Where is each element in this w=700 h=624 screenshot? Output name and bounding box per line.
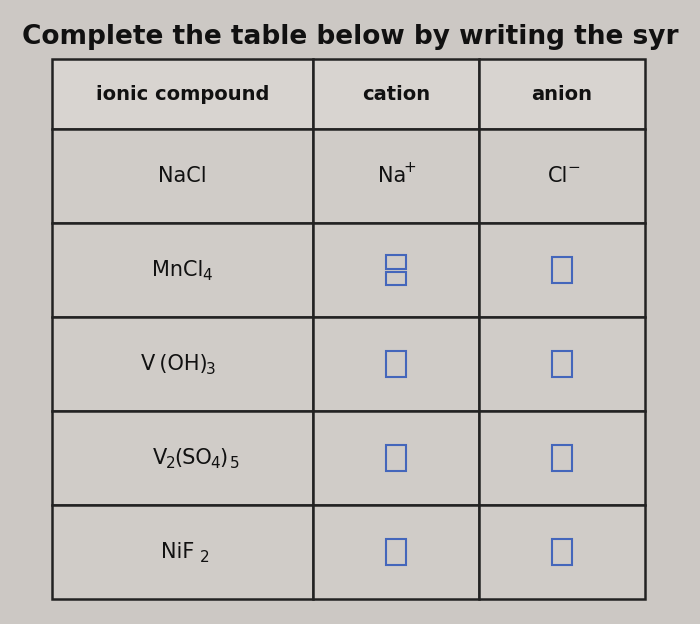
Bar	[313, 411, 479, 505]
Bar	[552, 445, 572, 471]
Bar	[386, 255, 406, 268]
Text: 4: 4	[211, 457, 220, 472]
Bar	[52, 59, 313, 129]
Bar	[552, 539, 572, 565]
Text: NaCl: NaCl	[158, 166, 206, 186]
Text: cation: cation	[362, 84, 430, 104]
Bar	[313, 223, 479, 317]
Bar	[479, 129, 645, 223]
Text: V: V	[153, 448, 167, 468]
Text: 2: 2	[199, 550, 209, 565]
Text: +: +	[404, 160, 416, 175]
Bar	[313, 505, 479, 599]
Bar	[386, 271, 406, 285]
Bar	[479, 317, 645, 411]
Bar	[479, 223, 645, 317]
Text: −: −	[568, 160, 580, 175]
Bar	[313, 317, 479, 411]
Bar	[479, 59, 645, 129]
Bar	[386, 351, 406, 377]
Bar	[52, 317, 313, 411]
Text: ): )	[220, 448, 228, 468]
Text: 3: 3	[206, 363, 216, 378]
Bar	[552, 257, 572, 283]
Text: V (OH): V (OH)	[141, 354, 208, 374]
Text: anion: anion	[531, 84, 592, 104]
Text: 2: 2	[165, 457, 175, 472]
Bar	[479, 505, 645, 599]
Text: MnCl: MnCl	[152, 260, 203, 280]
Bar	[552, 351, 572, 377]
Text: (SO: (SO	[174, 448, 212, 468]
Bar	[52, 505, 313, 599]
Text: 5: 5	[230, 457, 239, 472]
Text: 4: 4	[202, 268, 212, 283]
Text: NiF: NiF	[161, 542, 194, 562]
Bar	[52, 223, 313, 317]
Bar	[52, 129, 313, 223]
Bar	[386, 539, 406, 565]
Text: Complete the table below by writing the syr: Complete the table below by writing the …	[22, 24, 678, 50]
Text: ionic compound: ionic compound	[96, 84, 269, 104]
Bar	[386, 445, 406, 471]
Text: Cl: Cl	[548, 166, 568, 186]
Bar	[313, 129, 479, 223]
Bar	[313, 59, 479, 129]
Bar	[52, 411, 313, 505]
Text: Na: Na	[378, 166, 406, 186]
Bar	[479, 411, 645, 505]
